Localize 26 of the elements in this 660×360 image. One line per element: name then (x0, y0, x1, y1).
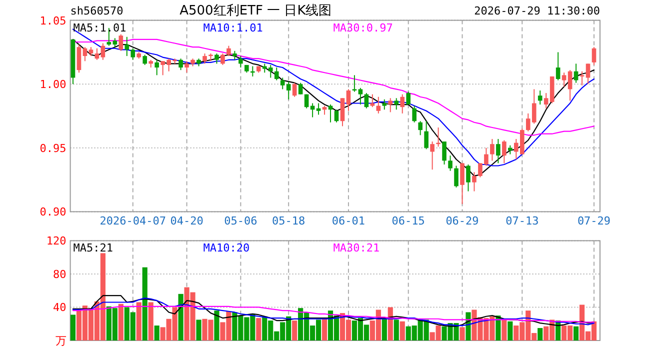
ytick: 0.90 (40, 206, 66, 219)
xtick: 07-29 (577, 214, 611, 228)
legend: MA10:20 (203, 242, 250, 255)
ytick: 80 (53, 268, 66, 281)
legend: MA10:1.01 (203, 21, 263, 34)
legend: MA5:21 (73, 242, 114, 255)
ytick: 40 (53, 301, 66, 314)
annotation: 2026-07-29 11:30:00 (474, 4, 600, 18)
xtick: 05-06 (224, 214, 258, 228)
xtick: 04-20 (170, 214, 204, 228)
ytick: 1.05 (40, 14, 66, 28)
legend: MA30:21 (333, 242, 380, 255)
ytick: 万 (55, 334, 66, 348)
legend: MA5:1.01 (73, 21, 126, 34)
xtick: 05-18 (272, 214, 306, 228)
xtick: 2026-04-07 (100, 214, 166, 228)
ytick: 120 (46, 234, 66, 248)
xtick: 06-15 (392, 214, 425, 228)
title: A500红利ETF 一 日K线图 (180, 3, 332, 18)
legend: MA30:0.97 (333, 21, 393, 34)
xtick: 06-29 (446, 214, 479, 228)
ytick: 0.95 (40, 142, 66, 155)
annotation: sh560570 (70, 4, 124, 18)
xtick: 06-01 (332, 214, 366, 228)
ytick: 1.00 (40, 78, 66, 92)
xtick: 07-13 (506, 214, 539, 228)
